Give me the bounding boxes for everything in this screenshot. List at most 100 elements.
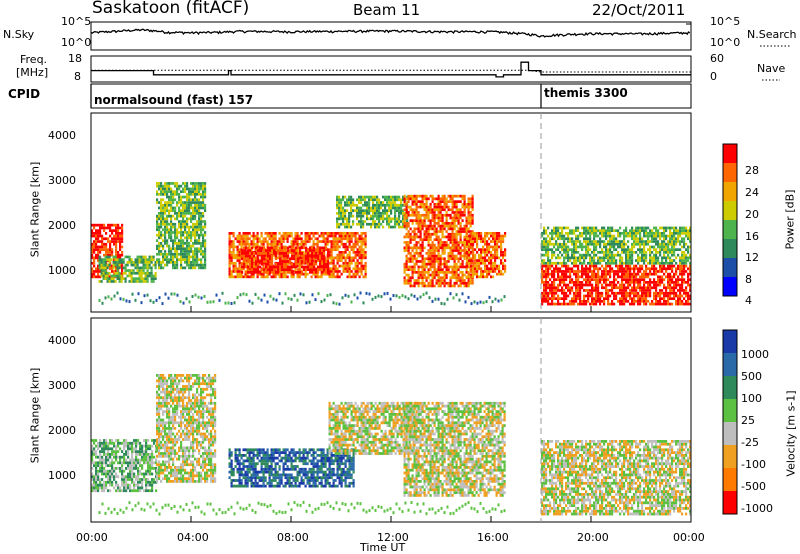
power-cell <box>334 264 337 268</box>
power-cell <box>498 267 501 271</box>
power-cell <box>152 255 155 259</box>
power-cell <box>611 267 614 271</box>
power-cell <box>457 222 460 225</box>
power-cell <box>275 271 278 274</box>
power-cell <box>587 242 590 246</box>
power-cell <box>311 260 314 263</box>
power-cell <box>463 208 466 212</box>
power-cell <box>280 272 283 276</box>
power-cell <box>204 182 207 185</box>
power-cell <box>260 275 263 279</box>
power-cell <box>465 268 468 271</box>
power-cell <box>543 248 546 251</box>
power-cell <box>319 257 322 261</box>
power-cell <box>433 203 436 206</box>
power-cell <box>202 184 205 188</box>
power-cell <box>565 278 568 281</box>
power-cell <box>463 265 466 269</box>
power-cell <box>142 266 145 270</box>
power-cell <box>593 267 596 271</box>
power-cell <box>330 232 333 235</box>
power-cell <box>659 270 662 273</box>
power-cell <box>304 232 307 235</box>
power-cell <box>366 214 369 218</box>
power-cell <box>633 272 636 276</box>
power-cell <box>170 195 173 199</box>
power-cell <box>403 203 406 206</box>
power-region-6 <box>403 194 474 288</box>
power-cell <box>443 203 446 206</box>
power-cell <box>192 233 195 237</box>
power-cell <box>557 253 560 257</box>
power-cell <box>99 234 102 238</box>
power-cell <box>613 302 616 306</box>
power-cell <box>466 256 469 260</box>
power-cell <box>492 237 495 241</box>
power-cell <box>172 222 175 226</box>
power-cell <box>429 260 432 263</box>
power-cell <box>547 302 550 306</box>
power-cell <box>372 201 375 204</box>
power-cell <box>317 268 320 271</box>
power-cell <box>104 274 107 278</box>
power-cell <box>575 261 578 265</box>
power-cell <box>472 256 475 260</box>
power-cell <box>603 245 606 249</box>
power-cell <box>370 225 373 229</box>
power-cell <box>186 201 189 204</box>
power-cell <box>577 226 580 230</box>
power-cell <box>437 281 440 285</box>
power-cell <box>168 231 171 234</box>
power-cell <box>677 267 680 271</box>
power-cell <box>244 234 247 238</box>
power-cell <box>121 226 124 230</box>
power-cell <box>200 195 203 199</box>
power-cell <box>342 242 345 246</box>
power-cell <box>142 269 145 272</box>
power-cell <box>613 281 616 284</box>
power-cell <box>108 258 111 261</box>
power-cell <box>423 208 426 212</box>
power-cell <box>250 272 253 276</box>
power-cell <box>194 206 197 210</box>
power-cell <box>405 211 408 214</box>
power-cell <box>91 229 94 232</box>
power-cell <box>192 217 195 221</box>
power-cell <box>182 250 185 253</box>
power-cell <box>261 260 264 263</box>
power-cell <box>545 261 548 265</box>
power-cell <box>641 278 644 281</box>
power-cell <box>545 294 548 298</box>
power-cell <box>156 247 159 251</box>
power-cell <box>259 260 262 263</box>
power-cell <box>461 276 464 280</box>
power-cell <box>687 302 690 306</box>
power-cell <box>445 271 448 274</box>
power-cell <box>332 259 335 262</box>
power-cell <box>261 268 264 271</box>
power-cell <box>202 190 205 193</box>
power-cell <box>358 275 361 279</box>
power-cell <box>575 226 578 230</box>
power-cell <box>106 255 109 259</box>
power-cell <box>461 241 464 244</box>
power-cell <box>128 271 131 275</box>
power-cell <box>547 267 550 271</box>
power-cell <box>573 229 576 232</box>
power-cell <box>160 242 163 245</box>
power-cell <box>611 291 614 295</box>
power-cell <box>415 232 418 236</box>
power-cell <box>437 252 440 255</box>
power-cell <box>429 232 432 236</box>
power-cell <box>360 259 363 262</box>
power-cell <box>615 270 618 273</box>
power-cell <box>192 228 195 232</box>
power-cell <box>336 259 339 262</box>
power-cell <box>623 283 626 287</box>
power-cell <box>202 214 205 218</box>
power-cell <box>192 255 195 259</box>
power-cell <box>194 190 197 193</box>
power-cell <box>154 263 157 267</box>
power-cell <box>474 248 477 251</box>
power-cell <box>376 212 379 215</box>
